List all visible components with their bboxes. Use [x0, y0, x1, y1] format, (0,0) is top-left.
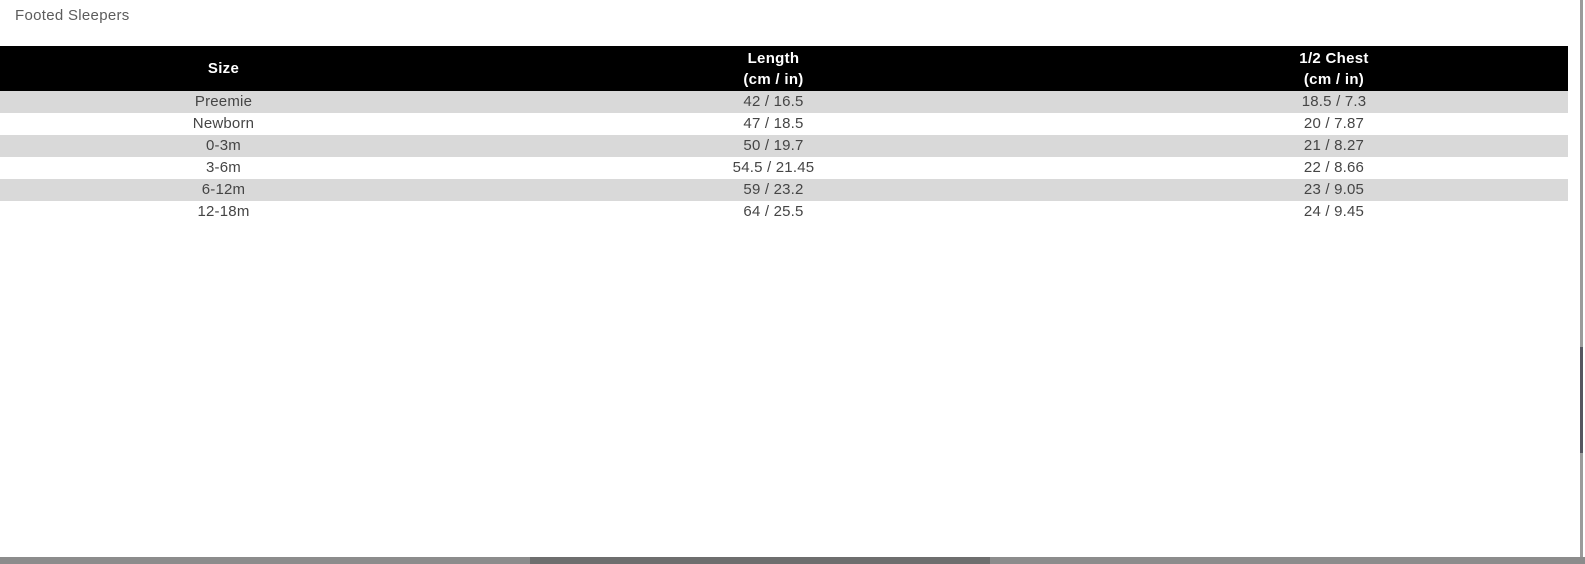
length-cell: 42 / 16.5 — [743, 93, 804, 110]
table-header-row: Size Length (cm / in) 1/2 Chest (cm / in… — [0, 46, 1568, 91]
col-header-length-label: Length — [747, 49, 800, 67]
table-row: 3-6m 54.5 / 21.45 22 / 8.66 — [0, 157, 1568, 179]
size-cell: Preemie — [194, 93, 253, 110]
chest-cell: 22 / 8.66 — [1303, 159, 1365, 176]
size-cell: Newborn — [192, 115, 255, 132]
vertical-scrollbar-thumb[interactable] — [1580, 347, 1583, 453]
chest-cell: 24 / 9.45 — [1303, 203, 1365, 220]
table-row: 12-18m 64 / 25.5 24 / 9.45 — [0, 201, 1568, 223]
col-header-length: Length (cm / in) — [447, 46, 1100, 91]
table-row: 0-3m 50 / 19.7 21 / 8.27 — [0, 135, 1568, 157]
length-cell: 59 / 23.2 — [743, 181, 804, 198]
size-cell: 6-12m — [201, 181, 246, 198]
vertical-scrollbar[interactable] — [1580, 0, 1583, 564]
size-cell: 3-6m — [206, 159, 241, 176]
size-cell: 12-18m — [197, 203, 250, 220]
table-row: Newborn 47 / 18.5 20 / 7.87 — [0, 113, 1568, 135]
col-header-chest: 1/2 Chest (cm / in) — [1100, 46, 1568, 91]
col-header-size: Size — [0, 46, 447, 91]
length-cell: 50 / 19.7 — [743, 137, 804, 154]
col-header-size-label: Size — [207, 60, 240, 77]
chest-cell: 18.5 / 7.3 — [1301, 93, 1367, 110]
table-row: 6-12m 59 / 23.2 23 / 9.05 — [0, 179, 1568, 201]
chest-cell: 21 / 8.27 — [1303, 137, 1365, 154]
horizontal-scrollbar[interactable] — [0, 557, 1585, 564]
size-chart-table: Size Length (cm / in) 1/2 Chest (cm / in… — [0, 46, 1568, 223]
size-cell: 0-3m — [206, 137, 241, 154]
chest-cell: 20 / 7.87 — [1303, 115, 1365, 132]
length-cell: 64 / 25.5 — [743, 203, 804, 220]
table-row: Preemie 42 / 16.5 18.5 / 7.3 — [0, 91, 1568, 113]
col-header-chest-sub: (cm / in) — [1303, 70, 1365, 88]
chest-cell: 23 / 9.05 — [1303, 181, 1365, 198]
col-header-chest-label: 1/2 Chest — [1299, 49, 1369, 67]
page-title: Footed Sleepers — [15, 7, 130, 24]
length-cell: 54.5 / 21.45 — [732, 159, 815, 176]
length-cell: 47 / 18.5 — [743, 115, 804, 132]
horizontal-scrollbar-thumb[interactable] — [530, 557, 990, 564]
col-header-length-sub: (cm / in) — [743, 70, 804, 88]
